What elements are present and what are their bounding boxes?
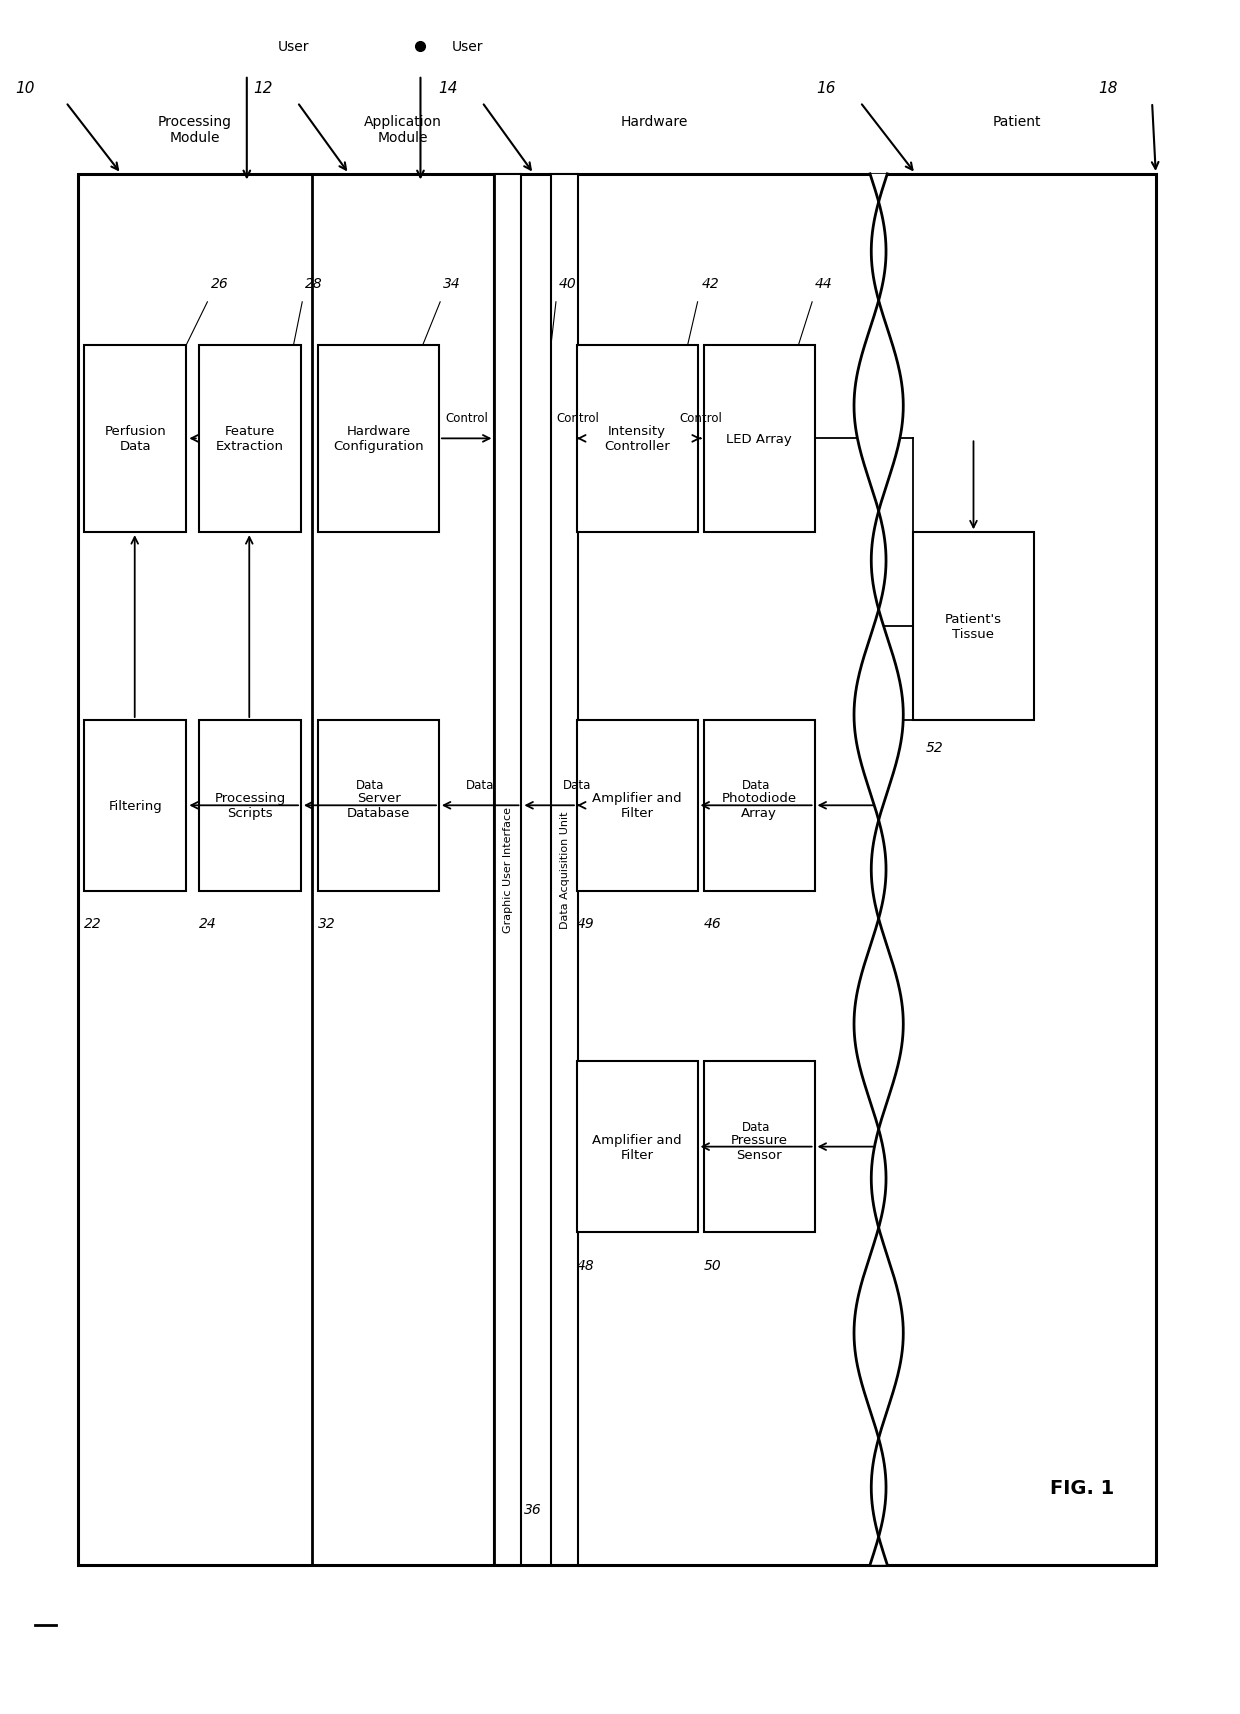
- Bar: [198, 345, 301, 533]
- Text: 34: 34: [443, 276, 460, 291]
- Text: 42: 42: [702, 276, 719, 291]
- Text: 49: 49: [577, 917, 595, 931]
- Text: Intensity
Controller: Intensity Controller: [604, 425, 670, 452]
- Text: Data: Data: [742, 778, 770, 792]
- Text: 50: 50: [704, 1258, 722, 1272]
- Text: Server
Database: Server Database: [347, 792, 410, 819]
- Bar: [577, 720, 698, 891]
- Text: 14: 14: [438, 81, 458, 96]
- Text: Amplifier and
Filter: Amplifier and Filter: [593, 1133, 682, 1160]
- Text: 40: 40: [558, 276, 577, 291]
- Bar: [704, 1061, 815, 1232]
- Text: 26: 26: [211, 276, 229, 291]
- Text: Application
Module: Application Module: [365, 115, 443, 146]
- Text: Data: Data: [356, 778, 384, 792]
- Text: User: User: [278, 39, 309, 53]
- Text: Data: Data: [742, 1119, 770, 1133]
- Text: 18: 18: [1099, 81, 1117, 96]
- Bar: [495, 175, 522, 1565]
- Text: Data: Data: [563, 778, 591, 792]
- Text: LED Array: LED Array: [727, 432, 792, 446]
- Text: 16: 16: [816, 81, 836, 96]
- Text: 10: 10: [15, 81, 35, 96]
- Bar: [78, 175, 1156, 1565]
- Bar: [198, 720, 301, 891]
- Bar: [704, 720, 815, 891]
- Text: Processing
Module: Processing Module: [157, 115, 232, 146]
- Text: Feature
Extraction: Feature Extraction: [216, 425, 284, 452]
- Text: 22: 22: [84, 917, 102, 931]
- Text: Data: Data: [466, 778, 495, 792]
- Text: Control: Control: [445, 411, 489, 425]
- Text: 28: 28: [305, 276, 322, 291]
- Bar: [551, 175, 578, 1565]
- Text: 24: 24: [198, 917, 217, 931]
- Text: 48: 48: [577, 1258, 595, 1272]
- Bar: [913, 533, 1034, 720]
- Text: Photodiode
Array: Photodiode Array: [722, 792, 797, 819]
- Bar: [577, 345, 698, 533]
- Text: 52: 52: [925, 740, 944, 754]
- Text: Control: Control: [680, 411, 722, 425]
- Bar: [84, 345, 186, 533]
- Text: Amplifier and
Filter: Amplifier and Filter: [593, 792, 682, 819]
- Bar: [704, 345, 815, 533]
- Text: 36: 36: [525, 1501, 542, 1515]
- Text: Hardware: Hardware: [621, 115, 688, 129]
- Text: Control: Control: [556, 411, 599, 425]
- Text: Perfusion
Data: Perfusion Data: [104, 425, 166, 452]
- Bar: [577, 1061, 698, 1232]
- Polygon shape: [854, 175, 903, 1565]
- Text: 46: 46: [704, 917, 722, 931]
- Text: Patient's
Tissue: Patient's Tissue: [945, 612, 1002, 641]
- Text: 12: 12: [253, 81, 273, 96]
- Text: Hardware
Configuration: Hardware Configuration: [334, 425, 424, 452]
- Bar: [84, 720, 186, 891]
- Text: Graphic User Interface: Graphic User Interface: [503, 807, 513, 932]
- Bar: [319, 345, 439, 533]
- Text: Data Acquisition Unit: Data Acquisition Unit: [559, 811, 569, 929]
- Text: FIG. 1: FIG. 1: [1050, 1479, 1114, 1498]
- Text: 32: 32: [319, 917, 336, 931]
- Text: 44: 44: [815, 276, 832, 291]
- Bar: [319, 720, 439, 891]
- Text: User: User: [451, 39, 482, 53]
- Text: Pressure
Sensor: Pressure Sensor: [730, 1133, 787, 1160]
- Text: Filtering: Filtering: [108, 799, 162, 812]
- Text: Patient: Patient: [992, 115, 1040, 129]
- Text: Processing
Scripts: Processing Scripts: [215, 792, 285, 819]
